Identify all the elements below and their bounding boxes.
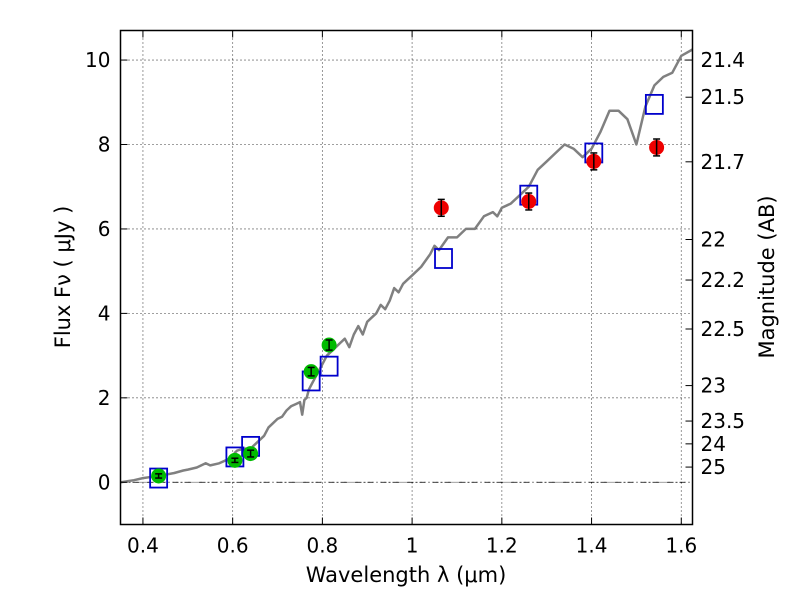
right-tick-label: 21.7 — [701, 150, 746, 174]
right-tick-label: 22 — [701, 228, 726, 252]
right-tick-label: 22.5 — [701, 317, 746, 341]
x-tick-label: 1.6 — [665, 534, 697, 558]
right-tick-label: 22.2 — [701, 268, 746, 292]
x-tick-label: 0.6 — [217, 534, 249, 558]
right-tick-label: 24 — [701, 432, 726, 456]
right-tick-label: 23.5 — [701, 409, 746, 433]
y-axis-right-label: Magnitude (AB) — [755, 195, 779, 358]
x-axis-label: Wavelength λ (μm) — [306, 563, 507, 587]
model-square-point — [644, 93, 664, 115]
y-tick-label: 6 — [98, 217, 111, 241]
y-tick-label: 4 — [98, 301, 111, 325]
y-tick-label: 10 — [85, 48, 110, 72]
series-layer — [120, 48, 694, 489]
plot-frame — [119, 29, 694, 526]
y-axis-label: Flux Fν ( μJy ) — [51, 206, 75, 349]
right-tick-label: 25 — [701, 455, 726, 479]
model-square-point — [434, 248, 453, 269]
x-tick-label: 1 — [406, 534, 419, 558]
x-tick-label: 1.2 — [486, 534, 518, 558]
grid — [120, 30, 693, 525]
x-tick-label: 0.8 — [306, 534, 338, 558]
y-tick-label: 2 — [98, 386, 111, 410]
x-tick-label: 1.4 — [576, 534, 608, 558]
right-tick-label: 23 — [701, 374, 726, 398]
right-tick-label: 21.5 — [701, 85, 746, 109]
y-tick-label: 8 — [98, 133, 111, 157]
x-tick-label: 0.4 — [127, 534, 159, 558]
right-tick-label: 21.4 — [701, 48, 746, 72]
model-square-point — [319, 355, 339, 377]
y-tick-label: 0 — [98, 470, 111, 494]
template-spectrum-line — [120, 48, 694, 484]
